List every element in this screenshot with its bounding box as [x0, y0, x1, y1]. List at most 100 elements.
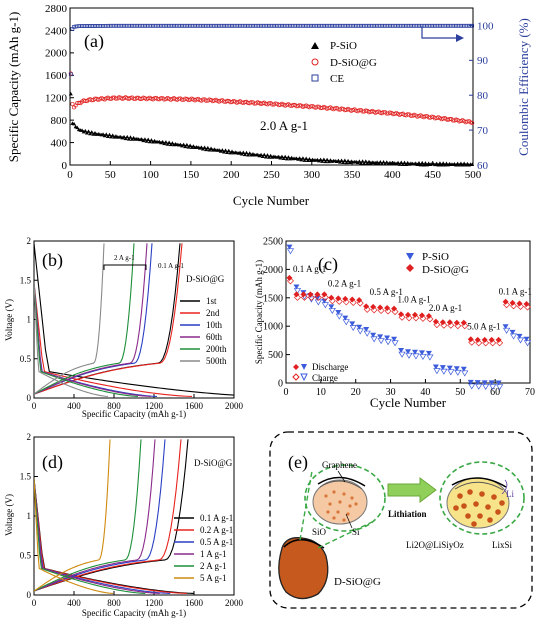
si-dot [354, 502, 358, 506]
d-sio-g-rate-point [474, 336, 481, 343]
d-sio-g-rate-point [516, 300, 523, 307]
d-sio-g-rate-point [509, 299, 516, 306]
d-sio-g-charge-point [377, 306, 385, 314]
panel-e: (e) Graphene SiO Si Lithiation Li Li2O@L… [269, 431, 533, 609]
panel-e-frame [269, 431, 533, 609]
panel-a-ylabel: Specific Capacity (mAh g-1) [6, 12, 21, 163]
p-sio-point [128, 135, 133, 139]
pb-discharge-curve-5 [34, 282, 109, 397]
pb-charge-curve-5 [34, 243, 105, 395]
p-sio-rate-point [286, 244, 293, 250]
lixsi-dots [453, 489, 505, 527]
p-sio-point [205, 145, 210, 150]
panel-c-xtick-label: 40 [420, 387, 430, 398]
p-sio-rate-point [425, 350, 432, 356]
panel-c-xtick-label: 70 [525, 387, 535, 398]
panel-a-ticks: 0 50 100 150 200 250 300 350 400 450 500 0 400 800 120… [45, 3, 494, 181]
panel-a-frame [69, 7, 474, 166]
d-sio-g-charge-point [489, 339, 497, 347]
p-sio-rate-point [467, 379, 474, 385]
panel-a-xlabel: Cycle Number [233, 193, 310, 208]
d-sio-g-point [339, 106, 344, 111]
p-sio-rate-point [370, 332, 377, 338]
legend-d-sio-g-icon [406, 264, 414, 272]
panel-a-xtick-label: 400 [384, 169, 401, 181]
panel-c-rate-label: 5.0 A g-1 [467, 322, 500, 332]
p-sio-point [249, 153, 254, 157]
d-sio-g-charge-point [300, 293, 308, 301]
d-sio-g-point [89, 98, 94, 103]
ce-point [470, 23, 475, 28]
panel-c-legend-d-sio-g: D-SiO@G [422, 264, 469, 276]
d-sio-g-point [405, 112, 410, 117]
p-sio-point [263, 154, 268, 159]
d-sio-g-charge-point [475, 339, 483, 347]
panel-b-legend: 1st 2nd 10th 60th 200th 500th [180, 296, 227, 366]
panel-a: 0 50 100 150 200 250 300 350 400 450 500 0 400 800 120… [6, 3, 531, 208]
legend-circle-icon [311, 58, 319, 66]
panel-b: 0 400 800 1200 1600 2000 0 0.5 1 1.5 2 (b) D-SiO@G… [4, 236, 244, 419]
p-sio-charge-point [523, 340, 532, 347]
panel-d-ticks: 0 400 800 1200 1600 2000 0 0.5 1 1.5 2 [20, 432, 244, 608]
p-sio-point [242, 152, 247, 157]
p-sio-point [81, 129, 86, 134]
p-sio-rate-point [446, 365, 453, 371]
lixsi-dot [479, 491, 485, 497]
p-sio-point [470, 162, 475, 166]
panel-d-legend-label: 1 A g-1 [200, 549, 227, 559]
p-sio-point [381, 160, 386, 164]
d-sio-g-charge-point [496, 339, 504, 347]
d-sio-g-point [273, 101, 278, 106]
p-sio-point [163, 140, 168, 144]
p-sio-charge-point [475, 383, 483, 390]
graphene-layer-right-icon [451, 477, 507, 488]
d-sio-g-charge-point [510, 302, 518, 310]
p-sio-rate-point [488, 380, 495, 386]
panel-a-xtick-label: 200 [223, 169, 240, 181]
panel-b-legend-label: 60th [206, 332, 223, 342]
p-sio-point [112, 135, 117, 139]
panel-c-ytick-label: 1500 [263, 293, 283, 304]
d-sio-g-charge-point [398, 313, 406, 321]
pb-xtick-label: 400 [67, 401, 81, 411]
graphene-layer-icon-2 [319, 480, 363, 490]
p-sio-point [357, 159, 362, 163]
p-sio-point [259, 152, 264, 157]
pd-discharge-curve-4 [34, 478, 146, 594]
panel-c-series [286, 244, 532, 391]
pd-xtick-label: 1200 [145, 598, 164, 608]
p-sio-charge-point [502, 327, 511, 334]
d-sio-g-charge-point [454, 322, 462, 330]
d-sio-g-charge-point [363, 305, 371, 313]
pd-charge-curve-2 [34, 439, 166, 592]
panel-a-y2tick-label: 70 [477, 125, 489, 137]
d-sio-g-point [470, 120, 475, 126]
d-sio-g-point [429, 114, 434, 119]
p-sio-point [75, 125, 80, 130]
p-sio-charge-point [440, 368, 448, 375]
p-sio-point [110, 133, 115, 137]
panel-c-ytick-label: 1000 [263, 322, 283, 333]
d-sio-g-point [249, 100, 254, 105]
p-sio-rate-point [453, 366, 460, 372]
p-sio-point [204, 147, 209, 152]
d-sio-g-charge-point [412, 314, 420, 322]
p-sio-point [441, 161, 446, 165]
p-sio-point [223, 148, 228, 152]
panel-c-xlabel: Cycle Number [370, 395, 447, 410]
panel-b-legend-label: 500th [206, 356, 227, 366]
panel-a-xtick-label: 250 [263, 169, 280, 181]
d-sio-g-rate-point [418, 312, 425, 319]
graphene-pointer [337, 470, 346, 483]
panel-a-y2tick-label: 60 [477, 160, 489, 172]
p-sio-charge-point [370, 336, 378, 343]
si-dot [348, 504, 352, 508]
d-sio-g-charge-point [468, 338, 476, 346]
p-sio-point [181, 142, 186, 147]
pd-charge-curve-3 [34, 439, 156, 592]
p-sio-point [397, 162, 402, 166]
p-sio-point [199, 145, 204, 149]
lixsi-dot [471, 521, 477, 527]
lixsi-label: LixSi [492, 540, 513, 550]
panel-a-y2label: Coulombic Efficiency (%) [516, 18, 531, 156]
